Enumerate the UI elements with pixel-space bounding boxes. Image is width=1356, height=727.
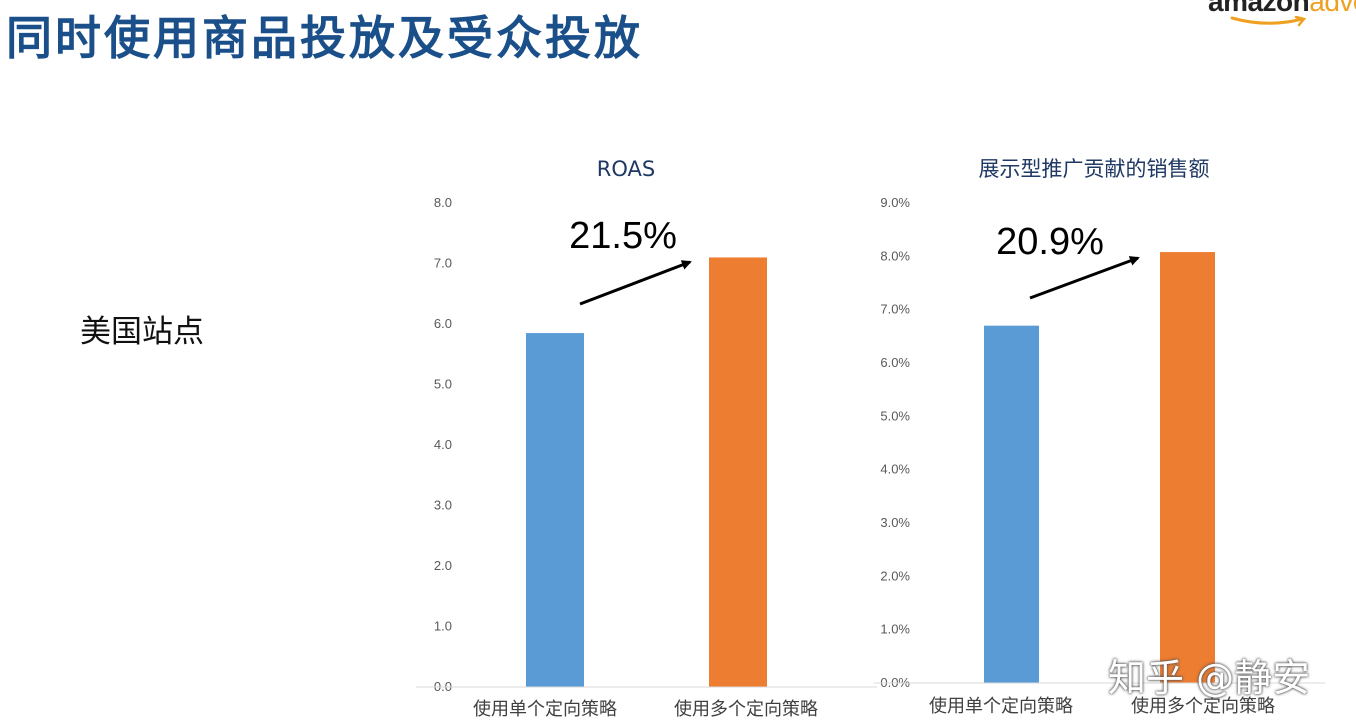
category-label: 使用多个定向策略 xyxy=(674,699,818,720)
bar-single-strategy xyxy=(526,333,584,687)
growth-annotation: 20.9% xyxy=(996,221,1104,263)
category-label: 使用单个定向策略 xyxy=(473,699,617,720)
y-tick-label: 8.0 xyxy=(434,195,452,210)
bar-single-strategy xyxy=(984,325,1039,683)
amazon-advertising-logo: amazonadve xyxy=(1208,0,1356,28)
y-tick-label: 1.0% xyxy=(880,622,910,637)
chart-title: ROAS xyxy=(597,157,655,181)
y-tick-label: 9.0% xyxy=(880,195,910,210)
logo-text-main: amazon xyxy=(1208,0,1310,17)
growth-arrow xyxy=(1029,256,1140,300)
category-label: 使用多个定向策略 xyxy=(1131,696,1275,717)
y-tick-label: 8.0% xyxy=(880,248,910,263)
y-tick-label: 1.0 xyxy=(434,619,452,634)
y-tick-label: 5.0 xyxy=(434,377,452,392)
amazon-smile-icon xyxy=(1230,16,1307,27)
y-tick-label: 7.0 xyxy=(434,256,452,271)
y-tick-label: 3.0% xyxy=(880,515,910,530)
y-tick-label: 5.0% xyxy=(880,408,910,423)
y-tick-label: 2.0% xyxy=(880,568,910,583)
y-tick-label: 4.0 xyxy=(434,437,452,452)
page-title: 同时使用商品投放及受众投放 xyxy=(6,11,643,65)
bar-multiple-strategy xyxy=(1160,252,1215,684)
logo-text-suffix: adve xyxy=(1309,0,1356,17)
bar-multiple-strategy xyxy=(709,257,767,687)
chart-title: 展示型推广贡献的销售额 xyxy=(979,157,1210,181)
y-tick-label: 2.0 xyxy=(434,558,452,573)
growth-annotation: 21.5% xyxy=(569,215,677,257)
y-tick-label: 6.0 xyxy=(434,316,452,331)
region-label: 美国站点 xyxy=(80,314,204,350)
y-tick-label: 3.0 xyxy=(434,498,452,513)
growth-arrow xyxy=(579,260,692,306)
category-label: 使用单个定向策略 xyxy=(929,696,1073,717)
y-tick-label: 6.0% xyxy=(880,355,910,370)
y-tick-label: 4.0% xyxy=(880,462,910,477)
watermark: 知乎 @静安 xyxy=(1108,656,1311,700)
y-tick-label: 7.0% xyxy=(880,302,910,317)
